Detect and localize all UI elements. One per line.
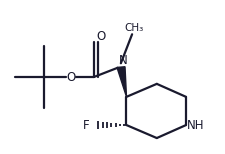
Text: N: N <box>119 55 127 67</box>
Polygon shape <box>117 67 126 97</box>
Text: O: O <box>66 71 75 84</box>
Text: F: F <box>82 119 89 132</box>
Text: CH₃: CH₃ <box>124 23 143 33</box>
Text: O: O <box>96 30 105 43</box>
Text: NH: NH <box>187 119 204 132</box>
